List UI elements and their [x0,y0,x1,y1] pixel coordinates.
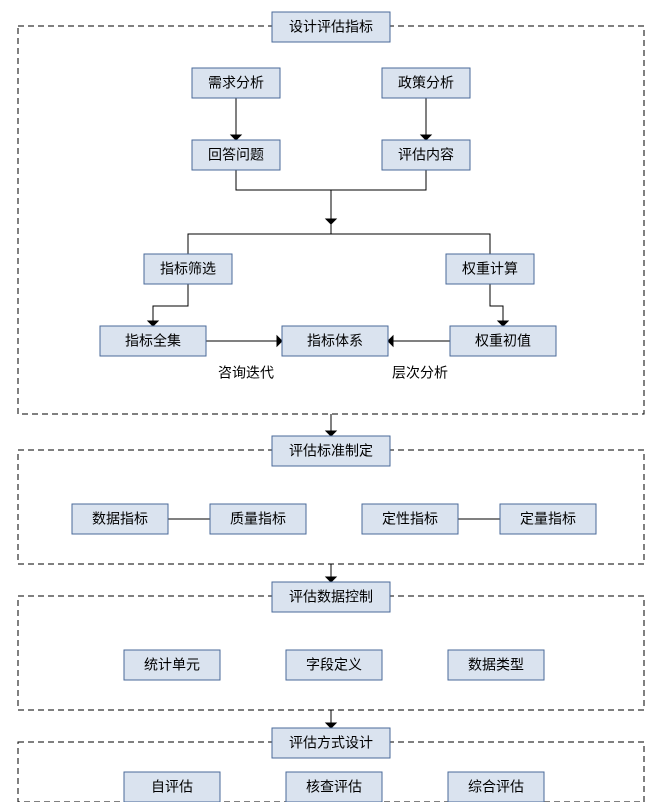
node-comprehensive-eval-label: 综合评估 [468,779,524,795]
arrowhead-icon [326,431,336,436]
arrowhead-icon [388,336,393,346]
node-field-def-label: 字段定义 [306,657,362,673]
node-check-eval-label: 核查评估 [306,779,362,795]
node-stat-unit-label: 统计单元 [144,657,200,673]
arrowhead-icon [277,336,282,346]
node-answer-question-label: 回答问题 [208,147,264,163]
node-weight-calc-label: 权重计算 [462,261,518,277]
node-eval-standard-label: 评估标准制定 [289,443,373,459]
arrowhead-icon [231,135,241,140]
node-data-indicator-label: 数据指标 [92,511,148,527]
label-consult-iterate: 咨询迭代 [218,365,274,381]
node-eval-data-control-label: 评估数据控制 [289,589,373,605]
node-indicator-filter-label: 指标筛选 [160,261,216,277]
e-split-to-filter-weight [188,234,490,254]
arrowhead-icon [498,321,508,326]
arrowhead-icon [148,321,158,326]
e-weight-to-initial [490,284,503,326]
arrowhead-icon [326,219,336,224]
node-quality-indicator-label: 质量指标 [230,511,286,527]
node-indicator-fullset-label: 指标全集 [125,333,181,349]
node-design-eval-index-label: 设计评估指标 [289,19,373,35]
e-answer-content-merge [236,170,426,190]
node-data-type-label: 数据类型 [468,657,524,673]
node-qualitative-indicator-label: 定性指标 [382,511,438,527]
node-quantitative-indicator-label: 定量指标 [520,511,576,527]
arrowhead-icon [326,723,336,728]
arrowhead-icon [421,135,431,140]
node-policy-analysis-label: 政策分析 [398,75,454,91]
node-demand-analysis-label: 需求分析 [208,75,264,91]
node-self-eval-label: 自评估 [151,779,193,795]
flowchart-canvas: 设计评估指标需求分析 政策分析回答问题 评估内容指标筛选 权重计算指标全集 指标体系 权重… [0,0,662,802]
node-eval-method-design-label: 评估方式设计 [289,735,373,751]
node-weight-initial-label: 权重初值 [475,333,531,349]
node-indicator-system-label: 指标体系 [307,333,363,349]
label-hierarchy-analysis: 层次分析 [392,365,448,381]
arrowhead-icon [326,577,336,582]
node-eval-content-label: 评估内容 [398,147,454,163]
e-filter-to-fullset [153,284,188,326]
